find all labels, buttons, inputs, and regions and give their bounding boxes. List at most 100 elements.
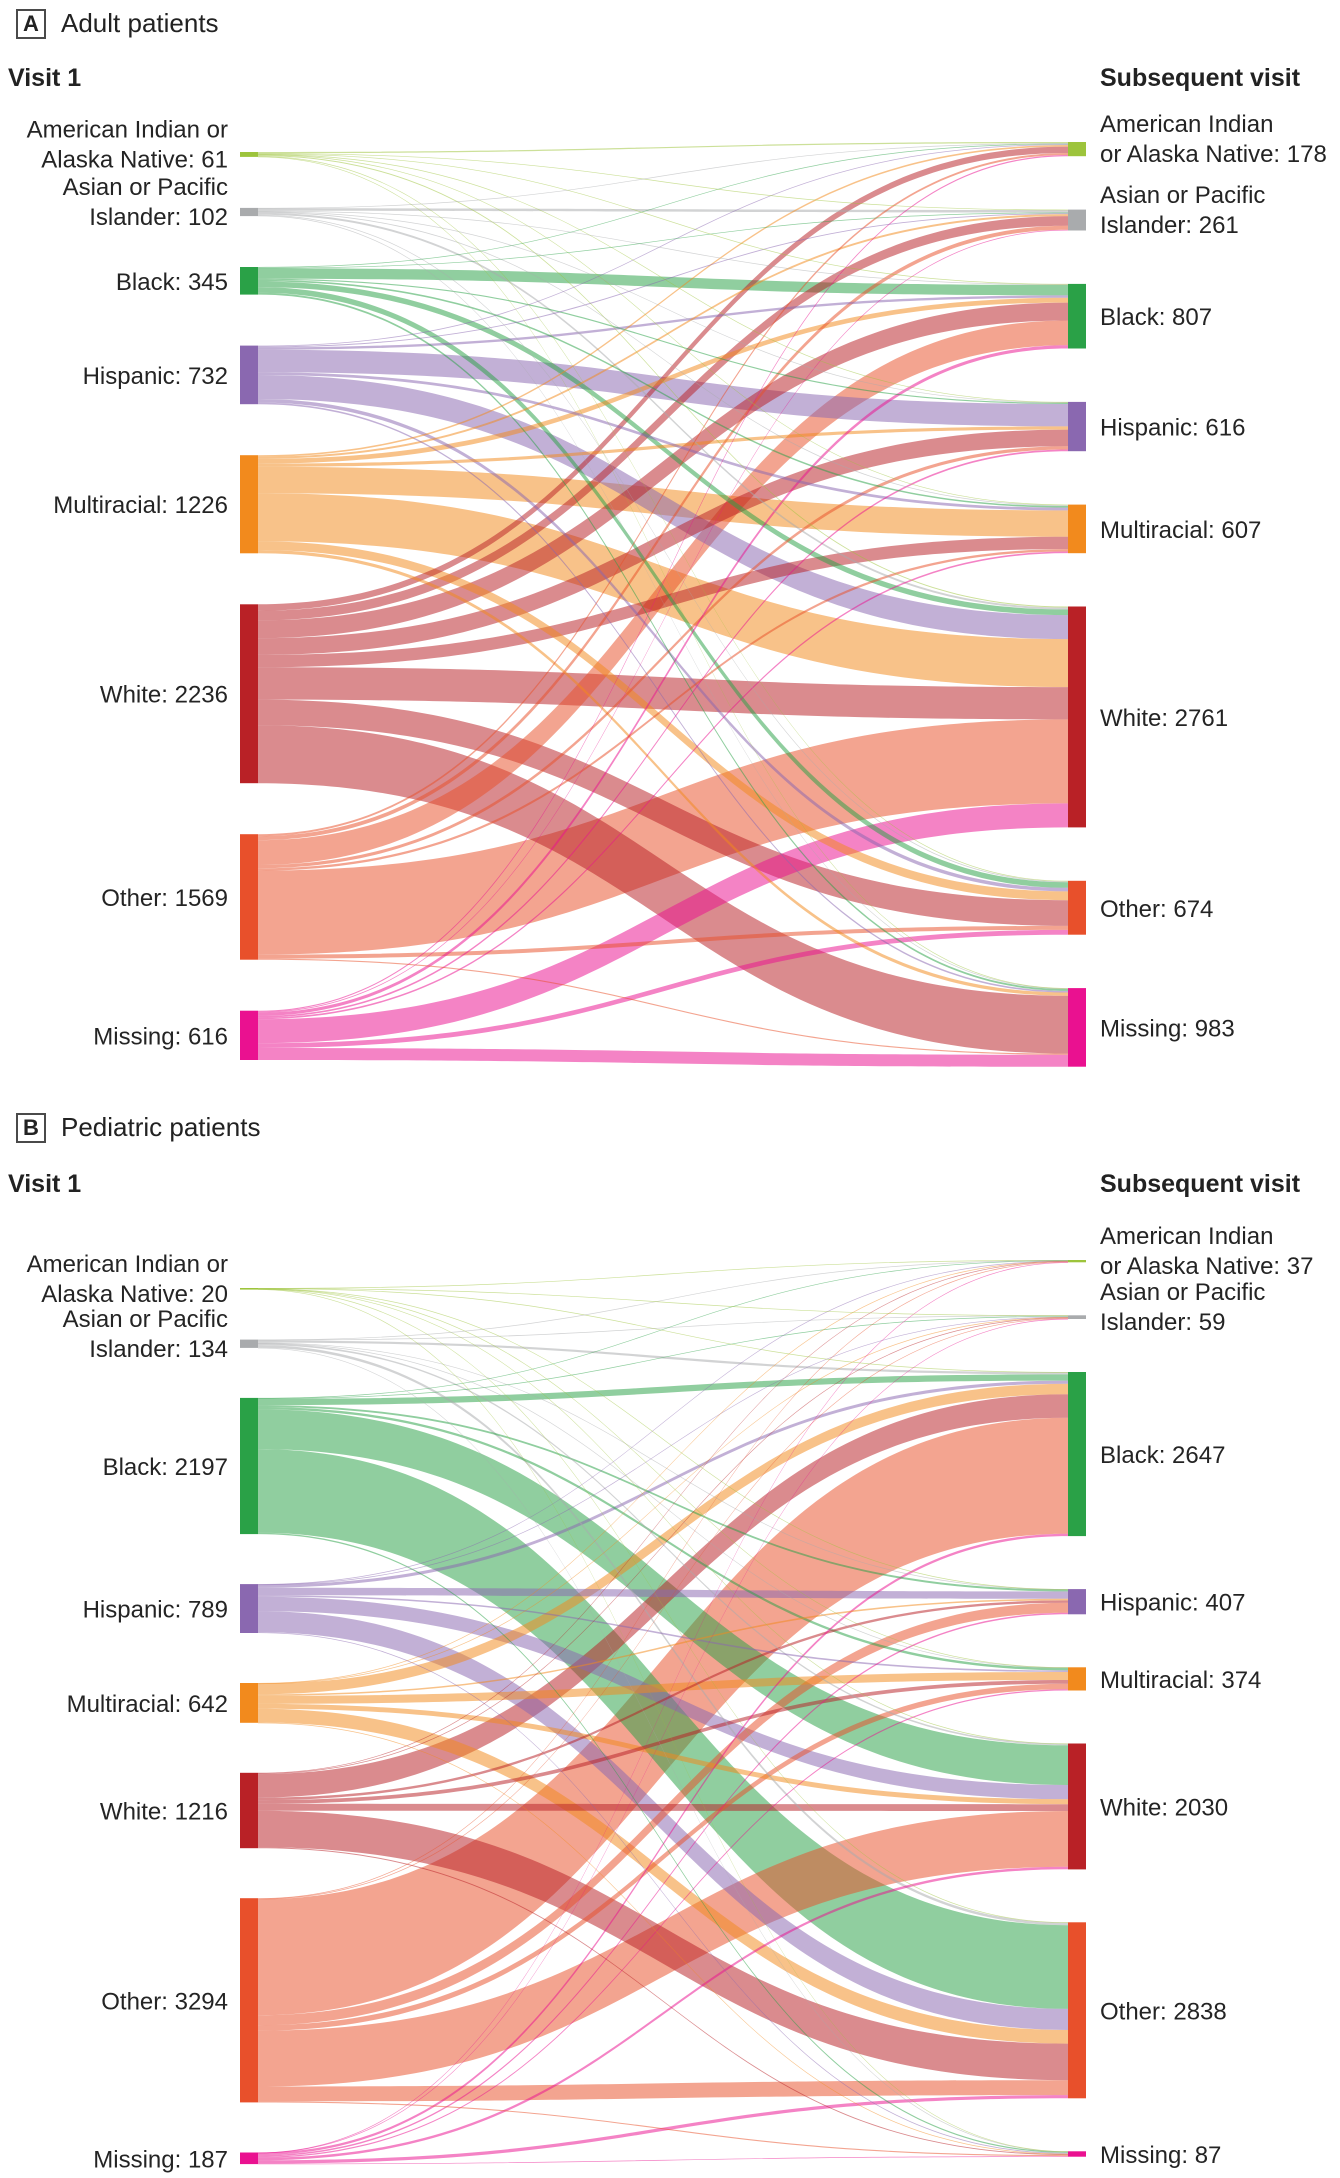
node-visit1-other (240, 834, 258, 960)
label-subsequent-multiracial: Multiracial: 607 (1100, 517, 1261, 544)
flow-asian-or-pacific-islander-to-missing (258, 215, 1068, 990)
label-visit1-american-indian-or-alaska-native-line1: American Indian or (27, 116, 228, 143)
node-visit1-american-indian-or-alaska-native (240, 1288, 258, 1290)
flow-hispanic-to-black (258, 1380, 1068, 1588)
label-subsequent-asian-or-pacific-islander-line1: Asian or Pacific (1100, 1279, 1265, 1306)
flow-american-indian-or-alaska-native-to-missing (258, 1289, 1068, 2152)
label-subsequent-black: Black: 2647 (1100, 1442, 1225, 1469)
flow-black-to-black (258, 268, 1068, 296)
flow-missing-to-american-indian-or-alaska-native (258, 1262, 1068, 2154)
nodes-a (240, 142, 1086, 1067)
flow-black-to-hispanic (258, 1405, 1068, 1592)
flow-multiracial-to-american-indian-or-alaska-native (258, 1260, 1068, 1684)
flow-multiracial-to-other (258, 541, 1068, 901)
label-subsequent-other: Other: 674 (1100, 896, 1213, 923)
nodes-b (240, 1260, 1086, 2165)
label-visit1-american-indian-or-alaska-native-line2: Alaska Native: 61 (41, 146, 228, 173)
flow-black-to-hispanic (258, 278, 1068, 404)
node-subsequent-asian-or-pacific-islander (1068, 209, 1086, 231)
node-subsequent-asian-or-pacific-islander (1068, 1315, 1086, 1319)
node-visit1-missing (240, 2152, 258, 2165)
flow-white-to-american-indian-or-alaska-native (258, 1261, 1068, 1774)
flow-white-to-missing (258, 1847, 1068, 2156)
label-visit1-white: White: 2236 (100, 682, 228, 709)
flow-missing-to-missing (258, 1048, 1068, 1067)
flow-multiracial-to-missing (258, 550, 1068, 996)
flow-hispanic-to-white (258, 375, 1068, 640)
flow-asian-or-pacific-islander-to-multiracial (258, 1343, 1068, 1669)
node-visit1-missing (240, 1010, 258, 1060)
flow-other-to-hispanic (258, 446, 1068, 869)
flow-hispanic-to-american-indian-or-alaska-native (258, 144, 1068, 347)
node-subsequent-hispanic (1068, 401, 1086, 452)
flow-missing-to-black (258, 345, 1068, 1016)
label-subsequent-black: Black: 807 (1100, 304, 1212, 331)
flow-multiracial-to-asian-or-pacific-islander (258, 1317, 1068, 1685)
flow-black-to-black (258, 1374, 1068, 1406)
flow-multiracial-to-missing (258, 1722, 1068, 2155)
flow-asian-or-pacific-islander-to-american-indian-or-alaska-native (258, 143, 1068, 209)
flow-other-to-multiracial (258, 1683, 1068, 2031)
flow-other-to-asian-or-pacific-islander (258, 1318, 1068, 1900)
flow-asian-or-pacific-islander-to-other (258, 1345, 1068, 1926)
node-subsequent-missing (1068, 2151, 1086, 2157)
node-visit1-multiracial (240, 1683, 258, 1723)
label-subsequent-american-indian-or-alaska-native-line2: or Alaska Native: 37 (1100, 1253, 1313, 1280)
flow-black-to-missing (258, 1532, 1068, 2153)
flow-multiracial-to-american-indian-or-alaska-native (258, 145, 1068, 457)
flow-missing-to-black (258, 1533, 1068, 2156)
flow-american-indian-or-alaska-native-to-other (258, 156, 1068, 882)
label-subsequent-american-indian-or-alaska-native-line1: American Indian (1100, 111, 1273, 138)
node-visit1-white (240, 1772, 258, 1849)
flow-other-to-white (258, 719, 1068, 955)
label-subsequent-american-indian-or-alaska-native-line1: American Indian (1100, 1223, 1273, 1250)
panel-b-letter-box: B (16, 1112, 46, 1143)
flow-missing-to-white (258, 803, 1068, 1044)
flow-white-to-white (258, 1803, 1068, 1811)
label-subsequent-white: White: 2761 (1100, 705, 1228, 732)
flow-missing-to-hispanic (258, 449, 1068, 1018)
label-visit1-other: Other: 3294 (101, 1988, 228, 2015)
flow-missing-to-white (258, 1866, 1068, 2161)
flow-asian-or-pacific-islander-to-american-indian-or-alaska-native (258, 1260, 1068, 1341)
flow-multiracial-to-hispanic (258, 426, 1068, 467)
flow-white-to-asian-or-pacific-islander (258, 216, 1068, 621)
flow-asian-or-pacific-islander-to-hispanic (258, 211, 1068, 403)
label-visit1-asian-or-pacific-islander-line1: Asian or Pacific (63, 1306, 228, 1333)
label-subsequent-missing: Missing: 983 (1100, 1015, 1235, 1042)
node-subsequent-white (1068, 606, 1086, 828)
label-visit1-missing: Missing: 616 (93, 1023, 228, 1050)
flow-white-to-white (258, 667, 1068, 720)
label-subsequent-asian-or-pacific-islander-line2: Islander: 261 (1100, 212, 1239, 239)
node-visit1-asian-or-pacific-islander (240, 207, 258, 217)
flow-white-to-multiracial (258, 1680, 1068, 1804)
flow-white-to-other (258, 1810, 1068, 2081)
panel-b-right-column-header: Subsequent visit (1100, 1170, 1301, 1198)
flow-american-indian-or-alaska-native-to-white (258, 1288, 1068, 1745)
flow-hispanic-to-missing (258, 1632, 1068, 2154)
flow-hispanic-to-asian-or-pacific-islander (258, 213, 1068, 348)
flow-missing-to-missing (258, 2156, 1068, 2165)
panel-b-header: B Pediatric patients (16, 1112, 260, 1143)
flow-white-to-hispanic (258, 429, 1068, 655)
node-visit1-hispanic (240, 1584, 258, 1633)
flow-black-to-other (258, 287, 1068, 888)
flow-asian-or-pacific-islander-to-white (258, 212, 1068, 610)
flow-hispanic-to-other (258, 399, 1068, 892)
flow-asian-or-pacific-islander-to-black (258, 210, 1068, 285)
flow-other-to-multiracial (258, 549, 1068, 871)
flow-american-indian-or-alaska-native-to-american-indian-or-alaska-native (258, 1260, 1068, 1289)
flow-american-indian-or-alaska-native-to-asian-or-pacific-islander (258, 153, 1068, 211)
node-subsequent-missing (1068, 988, 1086, 1067)
flow-hispanic-to-black (258, 295, 1068, 350)
panel-a-left-column-header: Visit 1 (8, 64, 82, 92)
flow-asian-or-pacific-islander-to-missing (258, 1347, 1068, 2153)
label-visit1-hispanic: Hispanic: 789 (83, 1597, 228, 1624)
node-subsequent-black (1068, 283, 1086, 349)
flow-missing-to-other (258, 929, 1068, 1048)
flow-other-to-asian-or-pacific-islander (258, 225, 1068, 841)
flow-american-indian-or-alaska-native-to-hispanic (258, 154, 1068, 403)
